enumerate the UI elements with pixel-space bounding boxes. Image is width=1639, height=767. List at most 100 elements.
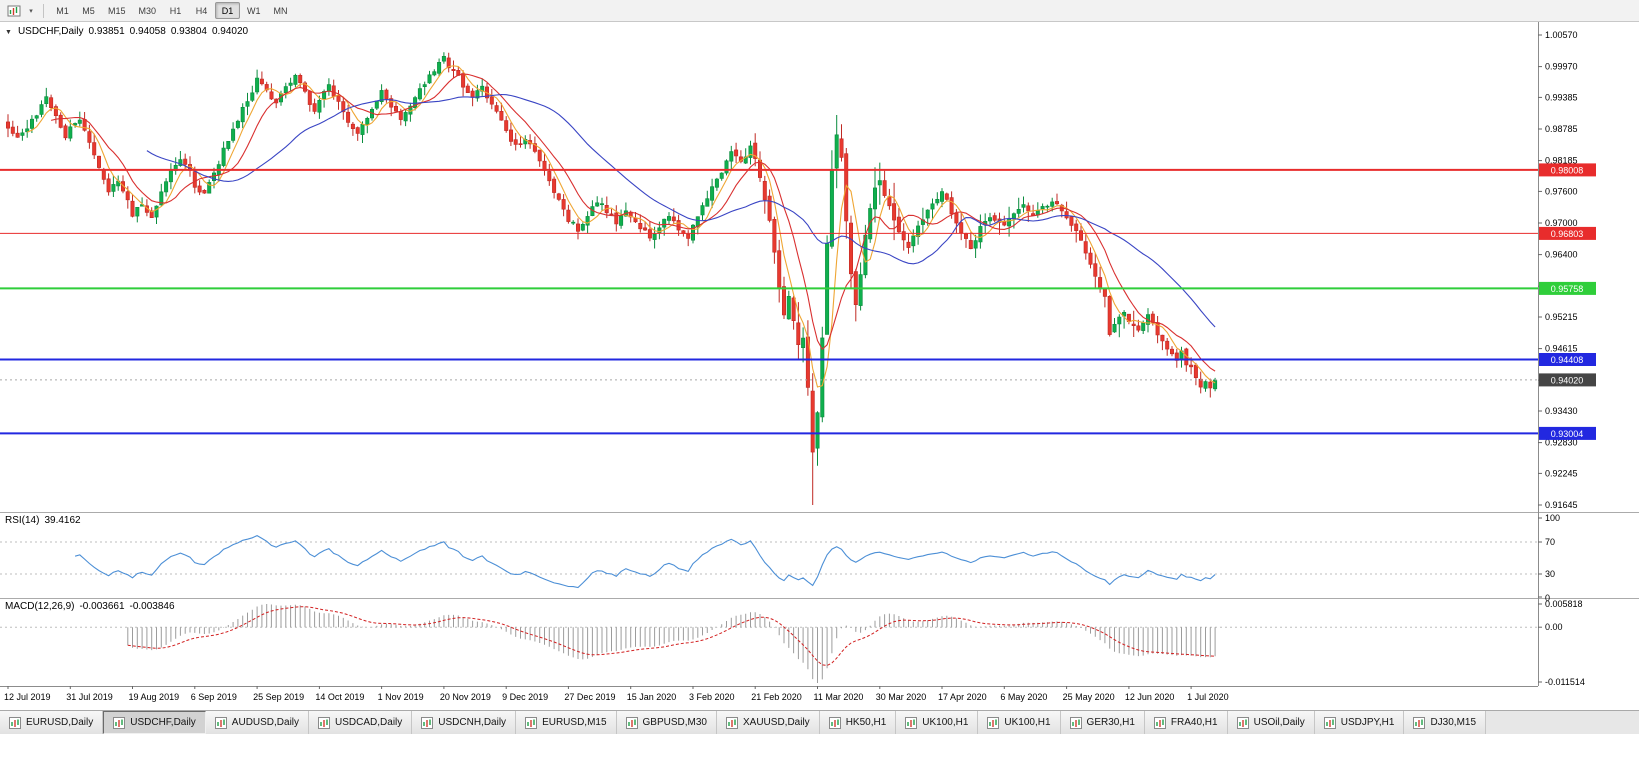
rsi-line <box>74 534 1216 589</box>
chart-title: ▼ USDCHF,Daily 0.93851 0.94058 0.93804 0… <box>5 26 248 39</box>
svg-text:1 Jul 2020: 1 Jul 2020 <box>1187 692 1229 702</box>
timeframe-button-d1[interactable]: D1 <box>215 2 241 19</box>
price-badges: 0.98008 0.96803 0.95758 0.94408 0.93004 0.940… <box>1539 163 1596 440</box>
chart-tab-dj30-m15[interactable]: DJ30,M15 <box>1404 711 1487 734</box>
svg-text:6 Sep 2019: 6 Sep 2019 <box>191 692 237 702</box>
ohlc-close: 0.94020 <box>211 26 249 37</box>
chart-tab-label: USDCHF,Daily <box>130 717 196 728</box>
mini-chart-icon <box>318 716 331 729</box>
down-candle-bodies <box>6 57 1213 453</box>
macd-pane[interactable] <box>0 604 1538 683</box>
price-badge-0.94020: 0.94020 <box>1539 373 1596 387</box>
svg-text:0.99385: 0.99385 <box>1545 92 1578 102</box>
macd-histogram <box>127 604 1216 683</box>
ohlc-open: 0.93851 <box>88 26 125 37</box>
svg-text:0.98785: 0.98785 <box>1545 124 1578 134</box>
up-candle-bodies <box>20 56 1218 449</box>
chart-tab-label: UK100,H1 <box>1004 717 1051 728</box>
mini-chart-icon <box>421 716 434 729</box>
mini-chart-icon <box>113 716 126 729</box>
ohlc-high: 0.94058 <box>129 26 166 37</box>
svg-text:12 Jun 2020: 12 Jun 2020 <box>1125 692 1175 702</box>
window-background <box>0 734 1639 767</box>
chart-tab-uk100-h1[interactable]: UK100,H1 <box>978 711 1061 734</box>
chart-tab-label: FRA40,H1 <box>1170 717 1218 728</box>
chart-tab-label: EURUSD,Daily <box>26 717 94 728</box>
mini-chart-icon <box>1069 716 1082 729</box>
timeframe-button-m5[interactable]: M5 <box>82 5 95 16</box>
rsi-indicator-label: RSI(14) 39.4162 <box>5 515 81 527</box>
candlestick-chart-icon[interactable] <box>4 2 24 20</box>
macd-signal-line <box>127 606 1216 667</box>
up-candle-wicks <box>21 52 1216 466</box>
rsi-pane[interactable] <box>0 534 1538 589</box>
timeframe-button-h1[interactable]: H1 <box>169 5 182 16</box>
svg-text:0.93004: 0.93004 <box>1551 429 1584 439</box>
mini-chart-icon <box>1323 716 1336 729</box>
mini-chart-icon <box>1413 716 1426 729</box>
chart-tab-usdchf-daily[interactable]: USDCHF,Daily <box>103 711 206 734</box>
date-axis: 12 Jul 2019 31 Jul 2019 19 Aug 2019 6 Sep 2… <box>4 686 1229 702</box>
chart-menu-icon[interactable]: ▼ <box>5 29 12 36</box>
svg-text:31 Jul 2019: 31 Jul 2019 <box>66 692 113 702</box>
chart-tab-usoil-daily[interactable]: USOil,Daily <box>1227 711 1315 734</box>
svg-text:100: 100 <box>1545 513 1560 523</box>
macd-signal-value: -0.003846 <box>129 601 175 612</box>
svg-text:6 May 2020: 6 May 2020 <box>1000 692 1047 702</box>
price-badge-0.93004: 0.93004 <box>1539 426 1596 440</box>
timeframe-button-mn[interactable]: MN <box>273 5 288 16</box>
chart-tab-label: USDCAD,Daily <box>335 717 403 728</box>
horizontal-levels <box>0 168 1538 435</box>
chart-tab-usdcad-daily[interactable]: USDCAD,Daily <box>309 711 413 734</box>
svg-text:0: 0 <box>1545 593 1550 603</box>
mini-chart-icon <box>828 716 841 729</box>
mini-chart-icon <box>726 716 738 729</box>
svg-text:0.92245: 0.92245 <box>1545 468 1578 478</box>
price-badge-0.95758: 0.95758 <box>1539 281 1596 295</box>
chevron-down-icon[interactable]: ▾ <box>29 7 33 15</box>
chart-tab-audusd-daily[interactable]: AUDUSD,Daily <box>205 711 310 734</box>
timeframe-button-m30[interactable]: M30 <box>138 5 157 16</box>
timeframe-button-m1[interactable]: M1 <box>56 5 69 16</box>
svg-text:25 Sep 2019: 25 Sep 2019 <box>253 692 304 702</box>
svg-text:0.92830: 0.92830 <box>1545 438 1578 448</box>
chart-tab-hk50-h1[interactable]: HK50,H1 <box>819 711 897 734</box>
svg-text:9 Dec 2019: 9 Dec 2019 <box>502 692 548 702</box>
mini-chart-icon <box>1153 716 1166 729</box>
svg-text:21 Feb 2020: 21 Feb 2020 <box>751 692 802 702</box>
macd-name: MACD(12,26,9) <box>5 601 75 612</box>
chart-tab-usdjpy-h1[interactable]: USDJPY,H1 <box>1314 711 1405 734</box>
chart-tab-fra40-h1[interactable]: FRA40,H1 <box>1144 711 1228 734</box>
svg-text:17 Apr 2020: 17 Apr 2020 <box>938 692 987 702</box>
mini-chart-icon <box>214 716 227 729</box>
chart-tab-uk100-h1[interactable]: UK100,H1 <box>896 711 979 734</box>
toolbar-separator <box>43 3 44 18</box>
svg-text:14 Oct 2019: 14 Oct 2019 <box>315 692 364 702</box>
svg-text:0.95215: 0.95215 <box>1545 312 1578 322</box>
chart-tab-label: XAUUSD,Daily <box>743 717 810 728</box>
svg-text:1.00570: 1.00570 <box>1545 30 1578 40</box>
chart-tab-xauusd-daily[interactable]: XAUUSD,Daily <box>717 711 820 734</box>
price-pane[interactable] <box>6 52 1218 505</box>
timeframe-button-m15[interactable]: M15 <box>108 5 126 16</box>
mini-chart-icon <box>625 716 638 729</box>
timeframe-button-h4[interactable]: H4 <box>195 5 208 16</box>
svg-text:0.96803: 0.96803 <box>1551 229 1584 239</box>
chart-tab-bar: EURUSD,Daily USDCHF,Daily AUDUSD,Daily USDC… <box>0 710 1639 734</box>
svg-text:0.97000: 0.97000 <box>1545 218 1578 228</box>
chart-symbol-period: USDCHF,Daily <box>17 26 84 37</box>
mini-chart-icon <box>987 716 1000 729</box>
svg-text:70: 70 <box>1545 537 1555 547</box>
chart-tab-ger30-h1[interactable]: GER30,H1 <box>1060 711 1145 734</box>
timeframe-button-w1[interactable]: W1 <box>247 5 261 16</box>
moving-average-30-line <box>146 93 1216 328</box>
svg-text:1 Nov 2019: 1 Nov 2019 <box>378 692 424 702</box>
chart-canvas[interactable]: 1.00570 0.99970 0.99385 0.98785 0.98185 0.976… <box>0 22 1639 710</box>
chart-tab-eurusd-m15[interactable]: EURUSD,M15 <box>516 711 617 734</box>
chart-tab-usdcnh-daily[interactable]: USDCNH,Daily <box>412 711 517 734</box>
svg-text:0.93430: 0.93430 <box>1545 406 1578 416</box>
chart-tab-eurusd-daily[interactable]: EURUSD,Daily <box>0 711 104 734</box>
svg-text:0.94615: 0.94615 <box>1545 344 1578 354</box>
chart-area[interactable]: 1.00570 0.99970 0.99385 0.98785 0.98185 0.976… <box>0 22 1639 710</box>
chart-tab-gbpusd-m30[interactable]: GBPUSD,M30 <box>616 711 717 734</box>
